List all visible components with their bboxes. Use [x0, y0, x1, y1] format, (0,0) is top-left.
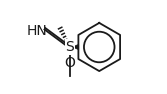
Text: O: O	[64, 56, 75, 70]
Text: HN: HN	[27, 24, 47, 38]
Text: S: S	[65, 40, 74, 54]
Polygon shape	[74, 44, 79, 50]
